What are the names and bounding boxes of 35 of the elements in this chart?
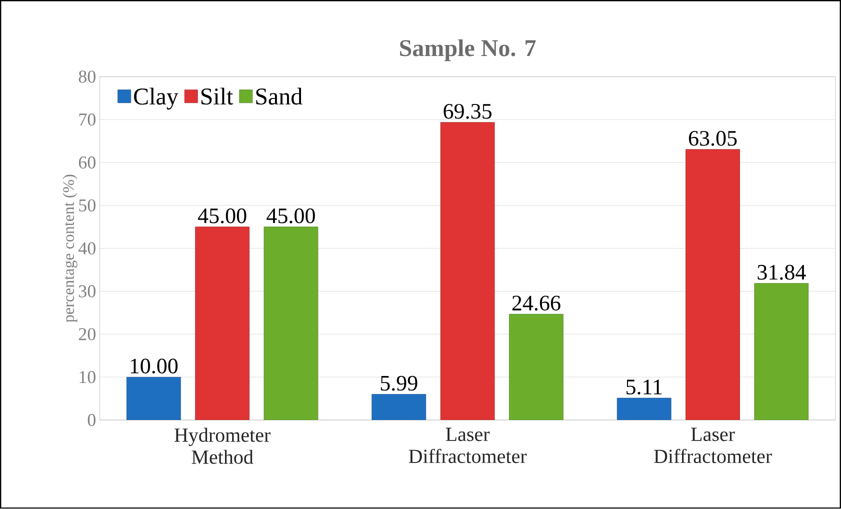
y-tick-label: 60 bbox=[78, 156, 96, 169]
y-tick-label: 40 bbox=[78, 242, 96, 255]
bar bbox=[440, 122, 495, 420]
y-tick-label: 50 bbox=[79, 200, 96, 212]
bar bbox=[686, 149, 740, 420]
bar bbox=[195, 226, 250, 420]
bar bbox=[372, 394, 426, 420]
data-label: 45.00 bbox=[198, 208, 246, 224]
data-label: 63.05 bbox=[688, 131, 737, 146]
y-axis-title: percentage content (%) bbox=[62, 174, 78, 322]
legend-label: Sand bbox=[256, 88, 302, 105]
chart-title: Sample No. 7 bbox=[400, 39, 536, 62]
x-tick-label: Laser Diffractometer bbox=[408, 428, 527, 464]
bar bbox=[509, 314, 564, 420]
bar bbox=[264, 226, 318, 420]
legend-label: Clay bbox=[134, 88, 178, 110]
y-tick-label: 70 bbox=[79, 114, 96, 126]
data-label: 5.11 bbox=[626, 380, 662, 395]
y-tick-label: 30 bbox=[79, 285, 96, 298]
bar bbox=[754, 283, 809, 420]
legend-label: Silt bbox=[201, 88, 234, 105]
bar bbox=[126, 377, 181, 420]
x-tick-label: Hydrometer Method bbox=[174, 428, 271, 464]
y-tick-label: 0 bbox=[88, 414, 96, 426]
y-tick-label: 80 bbox=[78, 70, 96, 83]
data-label: 24.66 bbox=[512, 296, 560, 311]
y-tick-label: 10 bbox=[80, 371, 96, 384]
y-tick-label: 20 bbox=[78, 328, 96, 340]
bar bbox=[616, 398, 672, 420]
data-label: 5.99 bbox=[380, 376, 418, 391]
data-label: 10.00 bbox=[130, 358, 178, 374]
data-label: 69.35 bbox=[444, 104, 492, 119]
data-label: 31.84 bbox=[758, 265, 806, 280]
x-tick-label: Laser Diffractometer bbox=[654, 428, 772, 464]
data-label: 45.00 bbox=[266, 208, 315, 224]
